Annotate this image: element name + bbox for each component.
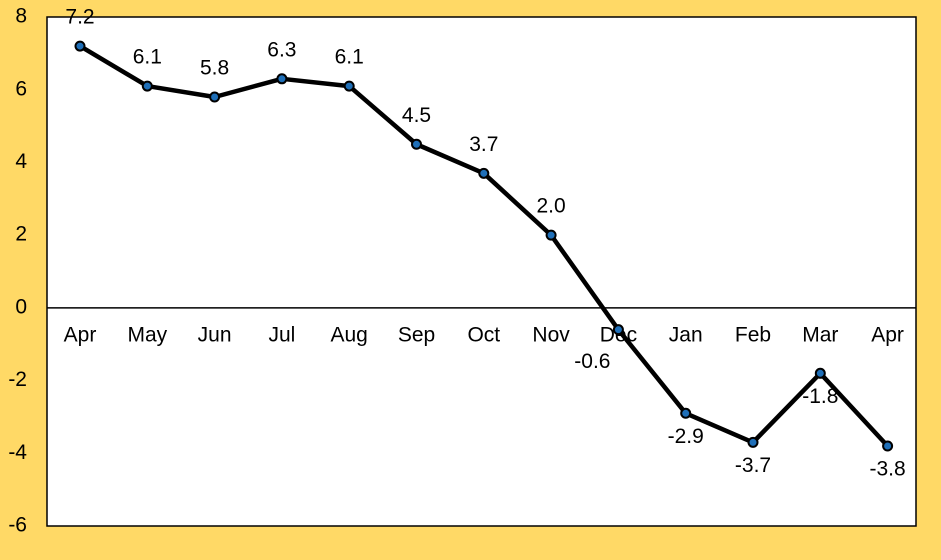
data-point [612,324,624,336]
y-tick-label: 4 [15,150,27,173]
y-axis: 8 6 4 2 0 -2 -4 -6 [8,5,27,537]
x-axis: AprMayJunJulAugSepOctNovDecJanFebMarApr [64,324,904,347]
x-tick-label: Apr [871,324,904,347]
data-label: -2.9 [668,425,704,448]
data-label: 4.5 [402,104,431,127]
data-point [882,440,894,452]
x-tick-label: Jan [669,324,703,347]
x-tick-label: May [127,324,167,347]
y-tick-label: -4 [8,441,27,464]
data-point [814,367,826,379]
data-point [74,40,86,52]
data-label: 7.2 [65,6,94,29]
data-point [545,229,557,241]
data-point [478,167,490,179]
data-label: -0.6 [574,350,610,373]
data-point [747,436,759,448]
x-tick-label: Jun [198,324,232,347]
y-tick-label: 0 [15,295,27,318]
data-label: 6.3 [267,38,296,61]
data-labels: 7.2 6.1 5.8 6.3 6.1 4.5 3.7 2.0 -0.6 -2.9 -3.7 -1.8… [65,6,905,481]
y-tick-label: -2 [8,368,27,391]
y-tick-label: 6 [15,77,27,100]
data-point [680,407,692,419]
data-point [411,138,422,150]
y-tick-label: 8 [15,5,27,28]
data-label: -1.8 [802,385,838,408]
data-label: -3.7 [735,454,771,477]
data-label: 5.8 [200,57,229,80]
data-label: 2.0 [536,195,565,218]
x-tick-label: Mar [802,324,838,347]
data-point [141,80,153,92]
x-tick-label: Nov [532,324,570,347]
data-label: -3.8 [870,458,906,481]
y-tick-label: -6 [8,514,27,537]
x-tick-label: Oct [467,324,500,347]
data-point [343,80,355,92]
x-tick-label: Aug [331,324,368,347]
data-label: 6.1 [133,46,162,69]
y-tick-label: 2 [15,223,27,246]
data-points [74,40,894,452]
data-label: 3.7 [469,133,498,156]
x-tick-label: Apr [64,324,97,347]
data-label: 6.1 [335,46,364,69]
x-tick-label: Sep [398,324,435,347]
data-point [276,73,288,85]
x-tick-label: Feb [735,324,771,347]
data-point [209,91,221,103]
plot-area [46,16,917,527]
x-tick-label: Jul [268,324,295,347]
